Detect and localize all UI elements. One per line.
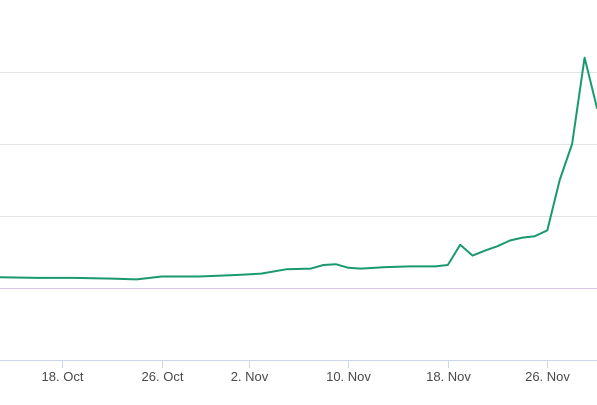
x-tick-label: 10. Nov bbox=[326, 369, 371, 384]
x-tick-label: 26. Oct bbox=[142, 369, 184, 384]
series-line bbox=[0, 58, 597, 280]
x-tick-label: 18. Nov bbox=[426, 369, 471, 384]
x-axis: 18. Oct 26. Oct 2. Nov 10. Nov 18. Nov 26. No… bbox=[0, 360, 597, 384]
series-layer bbox=[0, 58, 597, 280]
grid-layer bbox=[0, 73, 597, 289]
x-tick-label: 2. Nov bbox=[231, 369, 269, 384]
x-tick-label: 26. Nov bbox=[525, 369, 570, 384]
x-tick-label: 18. Oct bbox=[42, 369, 84, 384]
